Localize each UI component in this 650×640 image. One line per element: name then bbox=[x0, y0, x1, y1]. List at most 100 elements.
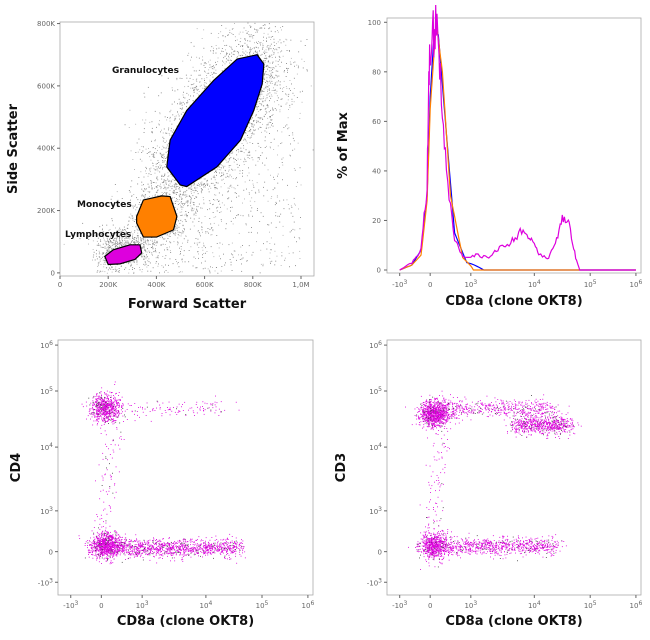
event-dot bbox=[260, 28, 261, 29]
event-dot bbox=[216, 48, 217, 49]
event-dot bbox=[265, 131, 266, 132]
event-dot bbox=[236, 260, 237, 261]
event-dot bbox=[134, 221, 135, 222]
event-dot bbox=[277, 197, 278, 198]
event-dot bbox=[146, 112, 147, 113]
event-dot bbox=[225, 56, 226, 57]
event-dot bbox=[103, 244, 104, 245]
event-dot bbox=[226, 53, 227, 54]
event-dot bbox=[284, 71, 285, 72]
event-dot bbox=[148, 244, 149, 245]
event-dot bbox=[220, 207, 221, 208]
event-dot bbox=[277, 130, 278, 131]
event-dot bbox=[238, 254, 239, 255]
event-dot bbox=[270, 127, 271, 128]
event-dot bbox=[246, 33, 247, 34]
event-dot bbox=[175, 232, 176, 233]
plot-area bbox=[387, 18, 641, 273]
event-dot bbox=[207, 184, 208, 185]
event-dot bbox=[214, 73, 215, 74]
event-dot bbox=[202, 60, 203, 61]
event-dot bbox=[182, 195, 183, 196]
event-dot bbox=[178, 220, 179, 221]
event-dot bbox=[187, 215, 188, 216]
event-dot bbox=[108, 246, 109, 247]
event-dot bbox=[238, 52, 239, 53]
event-dot bbox=[183, 255, 184, 256]
event-dot bbox=[197, 187, 198, 188]
event-dot bbox=[114, 243, 115, 244]
event-dot bbox=[198, 185, 199, 186]
event-dot bbox=[270, 253, 271, 254]
event-dot bbox=[228, 56, 229, 57]
x-tick-label: 1,0M bbox=[292, 281, 309, 289]
event-dot bbox=[244, 53, 245, 54]
event-dot bbox=[236, 160, 237, 161]
event-dot bbox=[137, 242, 138, 243]
event-dot bbox=[299, 251, 300, 252]
event-dot bbox=[242, 55, 243, 56]
event-dot bbox=[285, 258, 286, 259]
event-dot bbox=[163, 154, 164, 155]
event-dot bbox=[105, 246, 106, 247]
event-dot bbox=[134, 239, 135, 240]
event-dot bbox=[269, 56, 270, 57]
event-dot bbox=[166, 133, 167, 134]
event-dot bbox=[228, 188, 229, 189]
event-dot bbox=[221, 211, 222, 212]
event-dot bbox=[213, 68, 214, 69]
event-dot bbox=[196, 215, 197, 216]
event-dot bbox=[267, 124, 268, 125]
event-dot bbox=[266, 87, 267, 88]
event-dot bbox=[212, 252, 213, 253]
event-dot bbox=[233, 54, 234, 55]
event-dot bbox=[215, 73, 216, 74]
event-dot bbox=[269, 111, 270, 112]
event-dot bbox=[132, 240, 133, 241]
event-dot bbox=[216, 267, 217, 268]
event-dot bbox=[185, 211, 186, 212]
event-dot bbox=[101, 264, 102, 265]
event-dot bbox=[158, 166, 159, 167]
event-dot bbox=[96, 256, 97, 257]
event-dot bbox=[251, 49, 252, 50]
event-dot bbox=[183, 225, 184, 226]
event-dot bbox=[290, 232, 291, 233]
event-dot bbox=[165, 147, 166, 148]
event-dot bbox=[269, 92, 270, 93]
event-dot bbox=[200, 81, 201, 82]
event-dot bbox=[256, 30, 257, 31]
event-dot bbox=[274, 264, 275, 265]
event-dot bbox=[258, 190, 259, 191]
event-dot bbox=[163, 155, 164, 156]
event-dot bbox=[255, 32, 256, 33]
event-dot bbox=[282, 165, 283, 166]
event-dot bbox=[131, 242, 132, 243]
event-dot bbox=[247, 52, 248, 53]
event-dot bbox=[119, 243, 120, 244]
event-dot bbox=[131, 180, 132, 181]
event-dot bbox=[216, 53, 217, 54]
event-dot bbox=[259, 42, 260, 43]
event-dot bbox=[293, 252, 294, 253]
event-dot bbox=[147, 260, 148, 261]
event-dot bbox=[288, 99, 289, 100]
event-dot bbox=[221, 164, 222, 165]
event-dot bbox=[191, 57, 192, 58]
event-dot bbox=[249, 52, 250, 53]
event-dot bbox=[189, 187, 190, 188]
event-dot bbox=[276, 110, 277, 111]
event-dot bbox=[179, 232, 180, 233]
event-dot bbox=[271, 238, 272, 239]
event-dot bbox=[217, 273, 218, 274]
event-dot bbox=[163, 147, 164, 148]
event-dot bbox=[204, 184, 205, 185]
event-dot bbox=[143, 184, 144, 185]
event-dot bbox=[139, 149, 140, 150]
event-dot bbox=[246, 149, 247, 150]
event-dot bbox=[138, 177, 139, 178]
y-tick-label: 0 bbox=[377, 267, 381, 275]
event-dot bbox=[196, 238, 197, 239]
event-dot bbox=[212, 204, 213, 205]
event-dot bbox=[149, 252, 150, 253]
